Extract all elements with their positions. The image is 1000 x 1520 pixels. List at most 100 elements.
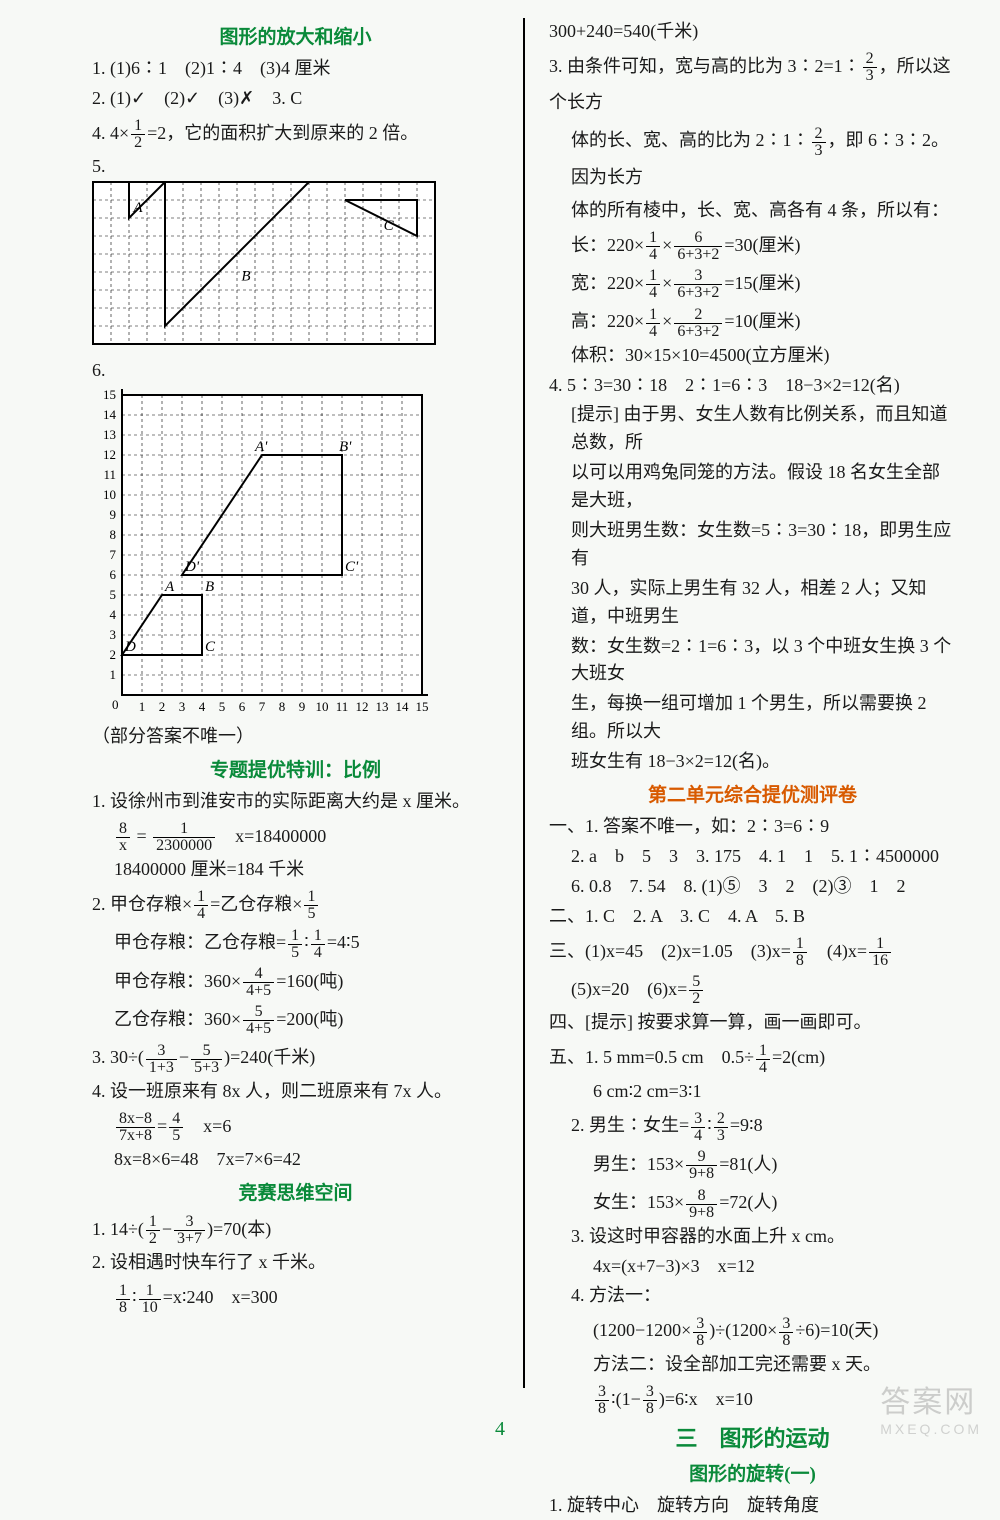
t: ∶(1− <box>611 1389 641 1409</box>
text: 甲仓存粮：360×44+5=160(吨) <box>92 963 499 999</box>
frac-d: 3 <box>812 143 826 159</box>
t: 三、(1)x=45 (2)x=1.05 (3)x= <box>549 941 791 961</box>
text: 2. 男生∶女生=34∶23=9∶8 <box>549 1107 956 1143</box>
text: 2. (1)✓ (2)✓ (3)✗ 3. C <box>92 85 499 113</box>
svg-text:5: 5 <box>219 699 226 714</box>
text: 班女生有 18−3×2=12(名)。 <box>549 748 956 776</box>
svg-text:12: 12 <box>103 447 116 462</box>
svg-text:15: 15 <box>416 699 429 714</box>
t: ∶ <box>304 932 309 952</box>
svg-text:A: A <box>164 579 175 595</box>
frac-n: 1 <box>646 268 660 285</box>
frac-n: 4 <box>243 966 274 983</box>
frac-n: 2 <box>674 307 722 324</box>
frac-n: 4 <box>169 1111 183 1128</box>
svg-text:A: A <box>132 200 143 216</box>
svg-text:14: 14 <box>396 699 410 714</box>
frac-d: 5 <box>304 906 318 922</box>
frac-n: 1 <box>793 936 807 953</box>
frac-d: 2300000 <box>153 838 215 854</box>
t: (4)x= <box>809 941 867 961</box>
frac-d: 8 <box>779 1333 793 1349</box>
text: 体积：30×15×10=4500(立方厘米) <box>549 342 956 370</box>
svg-text:11: 11 <box>103 467 116 482</box>
label-5: 5. <box>92 153 499 181</box>
text: (5)x=20 (6)x=52 <box>549 971 956 1007</box>
svg-text:1: 1 <box>110 667 117 682</box>
t: 男生：153× <box>593 1154 684 1174</box>
text: 乙仓存粮：360×54+5=200(吨) <box>92 1001 499 1037</box>
text: 1. 旋转中心 旋转方向 旋转角度 <box>549 1492 956 1520</box>
svg-text:A': A' <box>254 439 268 455</box>
text: 方法二：设全部加工完还需要 x 天。 <box>549 1351 956 1379</box>
t: 高：220× <box>571 311 644 331</box>
t: 甲仓存粮：乙仓存粮= <box>114 932 286 952</box>
right-column: 300+240=540(千米) 3. 由条件可知，宽与高的比为 3∶2=1∶23… <box>549 18 956 1390</box>
text: 6 cm∶2 cm=3∶1 <box>549 1078 956 1106</box>
frac-n: 5 <box>243 1004 274 1021</box>
svg-text:2: 2 <box>110 647 117 662</box>
frac-n: 1 <box>194 889 208 906</box>
heading: 图形的放大和缩小 <box>92 22 499 49</box>
frac-d: x <box>116 838 130 854</box>
t: =x∶240 x=300 <box>163 1287 278 1307</box>
t: )=6∶x x=10 <box>659 1389 753 1409</box>
text: 一、1. 答案不唯一，如：2∶3=6∶9 <box>549 813 956 841</box>
svg-text:3: 3 <box>179 699 186 714</box>
grid-figure-6: 1122334455667788991010111112121313141415… <box>92 385 432 721</box>
t: × <box>662 273 672 293</box>
text: 8x = 12300000 x=18400000 <box>92 818 499 854</box>
t: =2，它的面积扩大到原来的 2 倍。 <box>147 123 418 143</box>
text: 6. 0.8 7. 54 8. (1)⑤ 3 2 (2)③ 1 2 <box>549 873 956 901</box>
t: − <box>179 1047 189 1067</box>
svg-text:6: 6 <box>239 699 246 714</box>
text: 18∶110=x∶240 x=300 <box>92 1279 499 1315</box>
frac-n: 3 <box>779 1316 793 1333</box>
frac-d: 2 <box>131 135 145 151</box>
text: 300+240=540(千米) <box>549 18 956 46</box>
grid-figure-5: ABC <box>92 181 438 347</box>
frac-n: 5 <box>689 974 703 991</box>
t: =10(厘米) <box>724 311 800 331</box>
frac-d: 6+3+2 <box>674 285 722 301</box>
t: =200(吨) <box>276 1009 343 1029</box>
frac-n: 1 <box>646 307 660 324</box>
text: [提示] 由于男、女生人数有比例关系，而且知道总数，所 <box>549 401 956 457</box>
frac-n: 2 <box>714 1111 728 1128</box>
svg-text:14: 14 <box>103 407 117 422</box>
text: 体的所有棱中，长、宽、高各有 4 条，所以有： <box>549 197 956 225</box>
frac-d: 6+3+2 <box>674 247 722 263</box>
text: 4. 4×12=2，它的面积扩大到原来的 2 倍。 <box>92 115 499 151</box>
frac-n: 8 <box>116 821 130 838</box>
frac-d: 6+3+2 <box>674 324 722 340</box>
frac-n: 6 <box>674 230 722 247</box>
text: 3. 由条件可知，宽与高的比为 3∶2=1∶23，所以这个长方 <box>549 48 956 120</box>
frac-n: 1 <box>116 1283 130 1300</box>
column-divider <box>523 18 525 1388</box>
frac-d: 2 <box>689 991 703 1007</box>
frac-d: 8 <box>116 1300 130 1316</box>
t: =乙仓存粮× <box>210 894 302 914</box>
t: =15(厘米) <box>724 273 800 293</box>
svg-text:C: C <box>205 639 216 655</box>
frac-d: 2 <box>146 1231 160 1247</box>
t: 长：220× <box>571 235 644 255</box>
svg-text:7: 7 <box>110 547 117 562</box>
t: 3. 由条件可知，宽与高的比为 3∶2=1∶ <box>549 56 861 76</box>
frac-d: 4 <box>194 906 208 922</box>
frac-n: 2 <box>863 51 877 68</box>
text: 1. 14÷(12−33+7)=70(本) <box>92 1211 499 1247</box>
heading: 图形的旋转(一) <box>549 1459 956 1486</box>
svg-text:5: 5 <box>110 587 117 602</box>
frac-n: 3 <box>643 1384 657 1401</box>
text: (1200−1200×38)÷(1200×38÷6)=10(天) <box>549 1312 956 1348</box>
t: ∶ <box>132 1287 137 1307</box>
svg-text:10: 10 <box>103 487 116 502</box>
svg-text:0: 0 <box>112 697 119 712</box>
t: 2. 男生∶女生= <box>571 1115 689 1135</box>
text: 8x−87x+8=45 x=6 <box>92 1108 499 1144</box>
frac-n: 3 <box>146 1043 177 1060</box>
frac-n: 1 <box>304 889 318 906</box>
frac-d: 4 <box>311 945 325 961</box>
frac-n: 1 <box>869 936 891 953</box>
